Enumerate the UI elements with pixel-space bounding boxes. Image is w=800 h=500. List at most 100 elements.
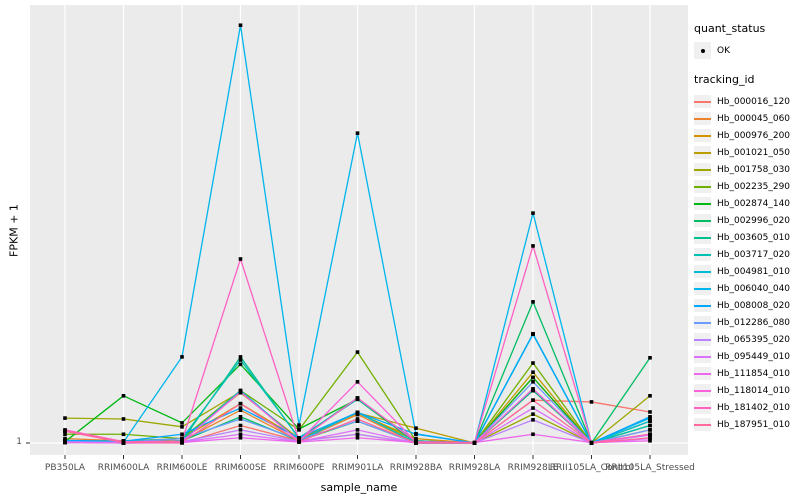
- legend-item-tracking-id: Hb_187951_010: [694, 416, 800, 433]
- data-point-marker: [531, 370, 535, 375]
- legend-key-line-icon: [694, 95, 711, 108]
- legend-item-tracking-id: Hb_012286_080: [694, 314, 800, 331]
- data-point-marker: [238, 428, 243, 432]
- data-point-marker: [648, 355, 652, 360]
- legend-item-tracking-id: Hb_001758_030: [694, 161, 800, 178]
- data-point-marker: [414, 426, 418, 430]
- data-point-marker: [121, 440, 126, 445]
- data-point-marker: [238, 257, 243, 261]
- data-point-marker: [589, 400, 594, 404]
- data-point-marker: [648, 414, 652, 419]
- legend-item-label: Hb_118014_010: [717, 385, 791, 396]
- data-point-marker: [531, 361, 535, 365]
- data-point-marker: [648, 410, 652, 414]
- panel-background: [30, 5, 688, 455]
- data-point-marker: [238, 408, 243, 413]
- data-point-marker: [238, 390, 243, 394]
- legend-key-line-icon: [694, 418, 711, 431]
- data-point-marker: [121, 394, 126, 398]
- data-point-marker: [355, 428, 360, 432]
- legend-key-line-icon: [694, 282, 711, 295]
- legend-item-tracking-id: Hb_095449_010: [694, 348, 800, 365]
- legend-item-label: Hb_001758_030: [717, 164, 791, 175]
- data-point-marker: [648, 419, 652, 423]
- legend-item-label: Hb_000016_120: [717, 96, 791, 107]
- data-point-marker: [63, 416, 67, 420]
- legend-key-line-icon: [694, 384, 711, 397]
- legend-item-label: Hb_000976_200: [717, 130, 791, 141]
- legend-item-tracking-id: Hb_008008_020: [694, 297, 800, 314]
- data-point-marker: [648, 432, 652, 437]
- data-point-marker: [238, 435, 243, 440]
- data-point-marker: [355, 432, 360, 437]
- legend-item-label: OK: [717, 45, 730, 56]
- data-point-marker: [472, 441, 477, 445]
- data-point-marker: [589, 441, 594, 445]
- data-point-marker: [648, 423, 652, 428]
- data-point-marker: [180, 436, 184, 441]
- data-point-marker: [355, 380, 360, 384]
- legend-key-line-icon: [694, 214, 711, 227]
- legend-key-line-icon: [694, 350, 711, 363]
- data-point-marker: [238, 414, 243, 419]
- data-point-marker: [297, 423, 301, 427]
- data-point-marker: [531, 244, 535, 248]
- data-point-marker: [63, 440, 67, 445]
- data-point-marker: [121, 417, 126, 421]
- x-axis-title: sample_name: [320, 481, 398, 494]
- x-tick-label: RRIM901LA: [331, 463, 384, 473]
- legend-item-label: Hb_095449_010: [717, 351, 791, 362]
- legend-key-line-icon: [694, 299, 711, 312]
- data-point-marker: [180, 440, 184, 444]
- legend-item-label: Hb_111854_010: [717, 368, 791, 379]
- legend-title-tracking-id: tracking_id: [694, 73, 755, 86]
- data-point-marker: [238, 423, 243, 428]
- data-point-marker: [648, 394, 652, 398]
- data-point-marker: [355, 417, 360, 421]
- legend-item-label: Hb_003605_010: [717, 232, 791, 243]
- x-tick-label: RRII105LA_Control: [549, 463, 634, 473]
- legend-item-label: Hb_001021_050: [717, 147, 791, 158]
- legend-key-line-icon: [694, 265, 711, 278]
- x-tick-label: RRIM928BA: [389, 463, 443, 473]
- legend: quant_status OK tracking_id Hb_000016_12…: [694, 22, 800, 433]
- data-point-marker: [648, 435, 652, 440]
- data-point-marker: [238, 432, 243, 437]
- data-point-marker: [355, 435, 360, 440]
- legend-item-tracking-id: Hb_002874_140: [694, 195, 800, 212]
- data-point-marker: [238, 417, 243, 421]
- legend-item-tracking-id: Hb_065395_020: [694, 331, 800, 348]
- data-point-marker: [180, 421, 184, 425]
- data-point-marker: [238, 355, 243, 359]
- tracking-id-legend-items: Hb_000016_120 Hb_000045_060 Hb_000976_200 H…: [694, 93, 800, 433]
- data-point-marker: [531, 387, 535, 391]
- legend-item-tracking-id: Hb_006040_040: [694, 280, 800, 297]
- legend-item-label: Hb_181402_010: [717, 402, 791, 413]
- legend-key-line-icon: [694, 316, 711, 329]
- x-tick-label: RRIM600LA: [97, 463, 150, 473]
- data-point-marker: [63, 429, 67, 434]
- legend-title-quant-status: quant_status: [694, 22, 766, 35]
- x-tick-label: RRIM600LE: [156, 463, 208, 473]
- x-tick-label: RRIM928LE: [507, 463, 559, 473]
- data-point-marker: [238, 23, 243, 28]
- legend-item-label: Hb_187951_010: [717, 419, 791, 430]
- legend-item-tracking-id: Hb_181402_010: [694, 399, 800, 416]
- legend-item-label: Hb_004981_010: [717, 266, 791, 277]
- legend-key-line-icon: [694, 333, 711, 346]
- legend-item-label: Hb_002235_290: [717, 181, 791, 192]
- legend-key-line-icon: [694, 163, 711, 176]
- legend-item-tracking-id: Hb_003605_010: [694, 229, 800, 246]
- data-point-marker: [121, 432, 126, 437]
- data-point-marker: [355, 410, 360, 415]
- data-point-marker: [414, 441, 418, 445]
- data-point-marker: [531, 211, 535, 215]
- legend-item-label: Hb_002996_020: [717, 215, 791, 226]
- data-point-marker: [531, 418, 535, 422]
- x-tick-label: RRIM928LA: [448, 463, 501, 473]
- data-point-marker: [531, 300, 535, 304]
- data-point-marker: [297, 427, 301, 431]
- data-point-marker: [531, 432, 535, 437]
- data-point-marker: [180, 355, 184, 359]
